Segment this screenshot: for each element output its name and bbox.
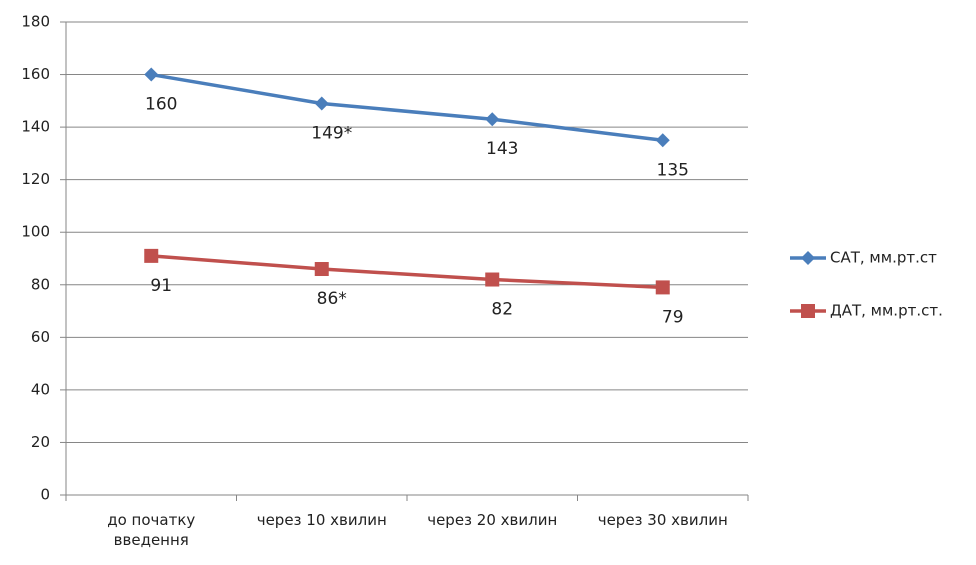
y-tick-label: 0	[40, 486, 50, 504]
series-line	[151, 254, 663, 290]
data-label: 135	[657, 160, 689, 180]
data-point	[314, 96, 329, 111]
data-point	[485, 272, 500, 287]
y-tick-label: 80	[31, 275, 50, 293]
x-tick-label: через 30 хвилин	[597, 511, 728, 529]
y-tick-label: 20	[31, 433, 50, 451]
data-point	[144, 248, 159, 263]
x-tick-label: через 20 хвилин	[427, 511, 558, 529]
legend-marker	[801, 251, 815, 265]
legend-marker	[801, 304, 815, 318]
legend-label: ДАТ, мм.рт.ст.	[830, 302, 943, 320]
legend-label: САТ, мм.рт.ст	[830, 249, 937, 267]
y-tick-label: 120	[21, 170, 50, 188]
data-label: 79	[662, 307, 684, 327]
data-point	[314, 262, 329, 277]
y-tick-label: 60	[31, 328, 50, 346]
y-tick-label: 160	[21, 65, 50, 83]
y-tick-label: 180	[21, 13, 50, 31]
data-label: 160	[145, 95, 177, 115]
data-label: 82	[491, 300, 513, 320]
data-point	[144, 67, 159, 82]
data-label: 86*	[317, 289, 347, 309]
x-tick-label: до початку введення	[107, 511, 196, 549]
y-tick-label: 40	[31, 380, 50, 398]
data-point	[655, 280, 670, 295]
data-point	[485, 112, 500, 127]
data-label: 149*	[311, 123, 352, 143]
data-label: 91	[150, 276, 172, 296]
series-line	[150, 72, 663, 142]
x-tick-label: через 10 хвилин	[256, 511, 387, 529]
y-tick-label: 140	[21, 118, 50, 136]
data-point	[655, 133, 670, 148]
y-tick-label: 100	[21, 223, 50, 241]
data-label: 143	[486, 139, 518, 159]
